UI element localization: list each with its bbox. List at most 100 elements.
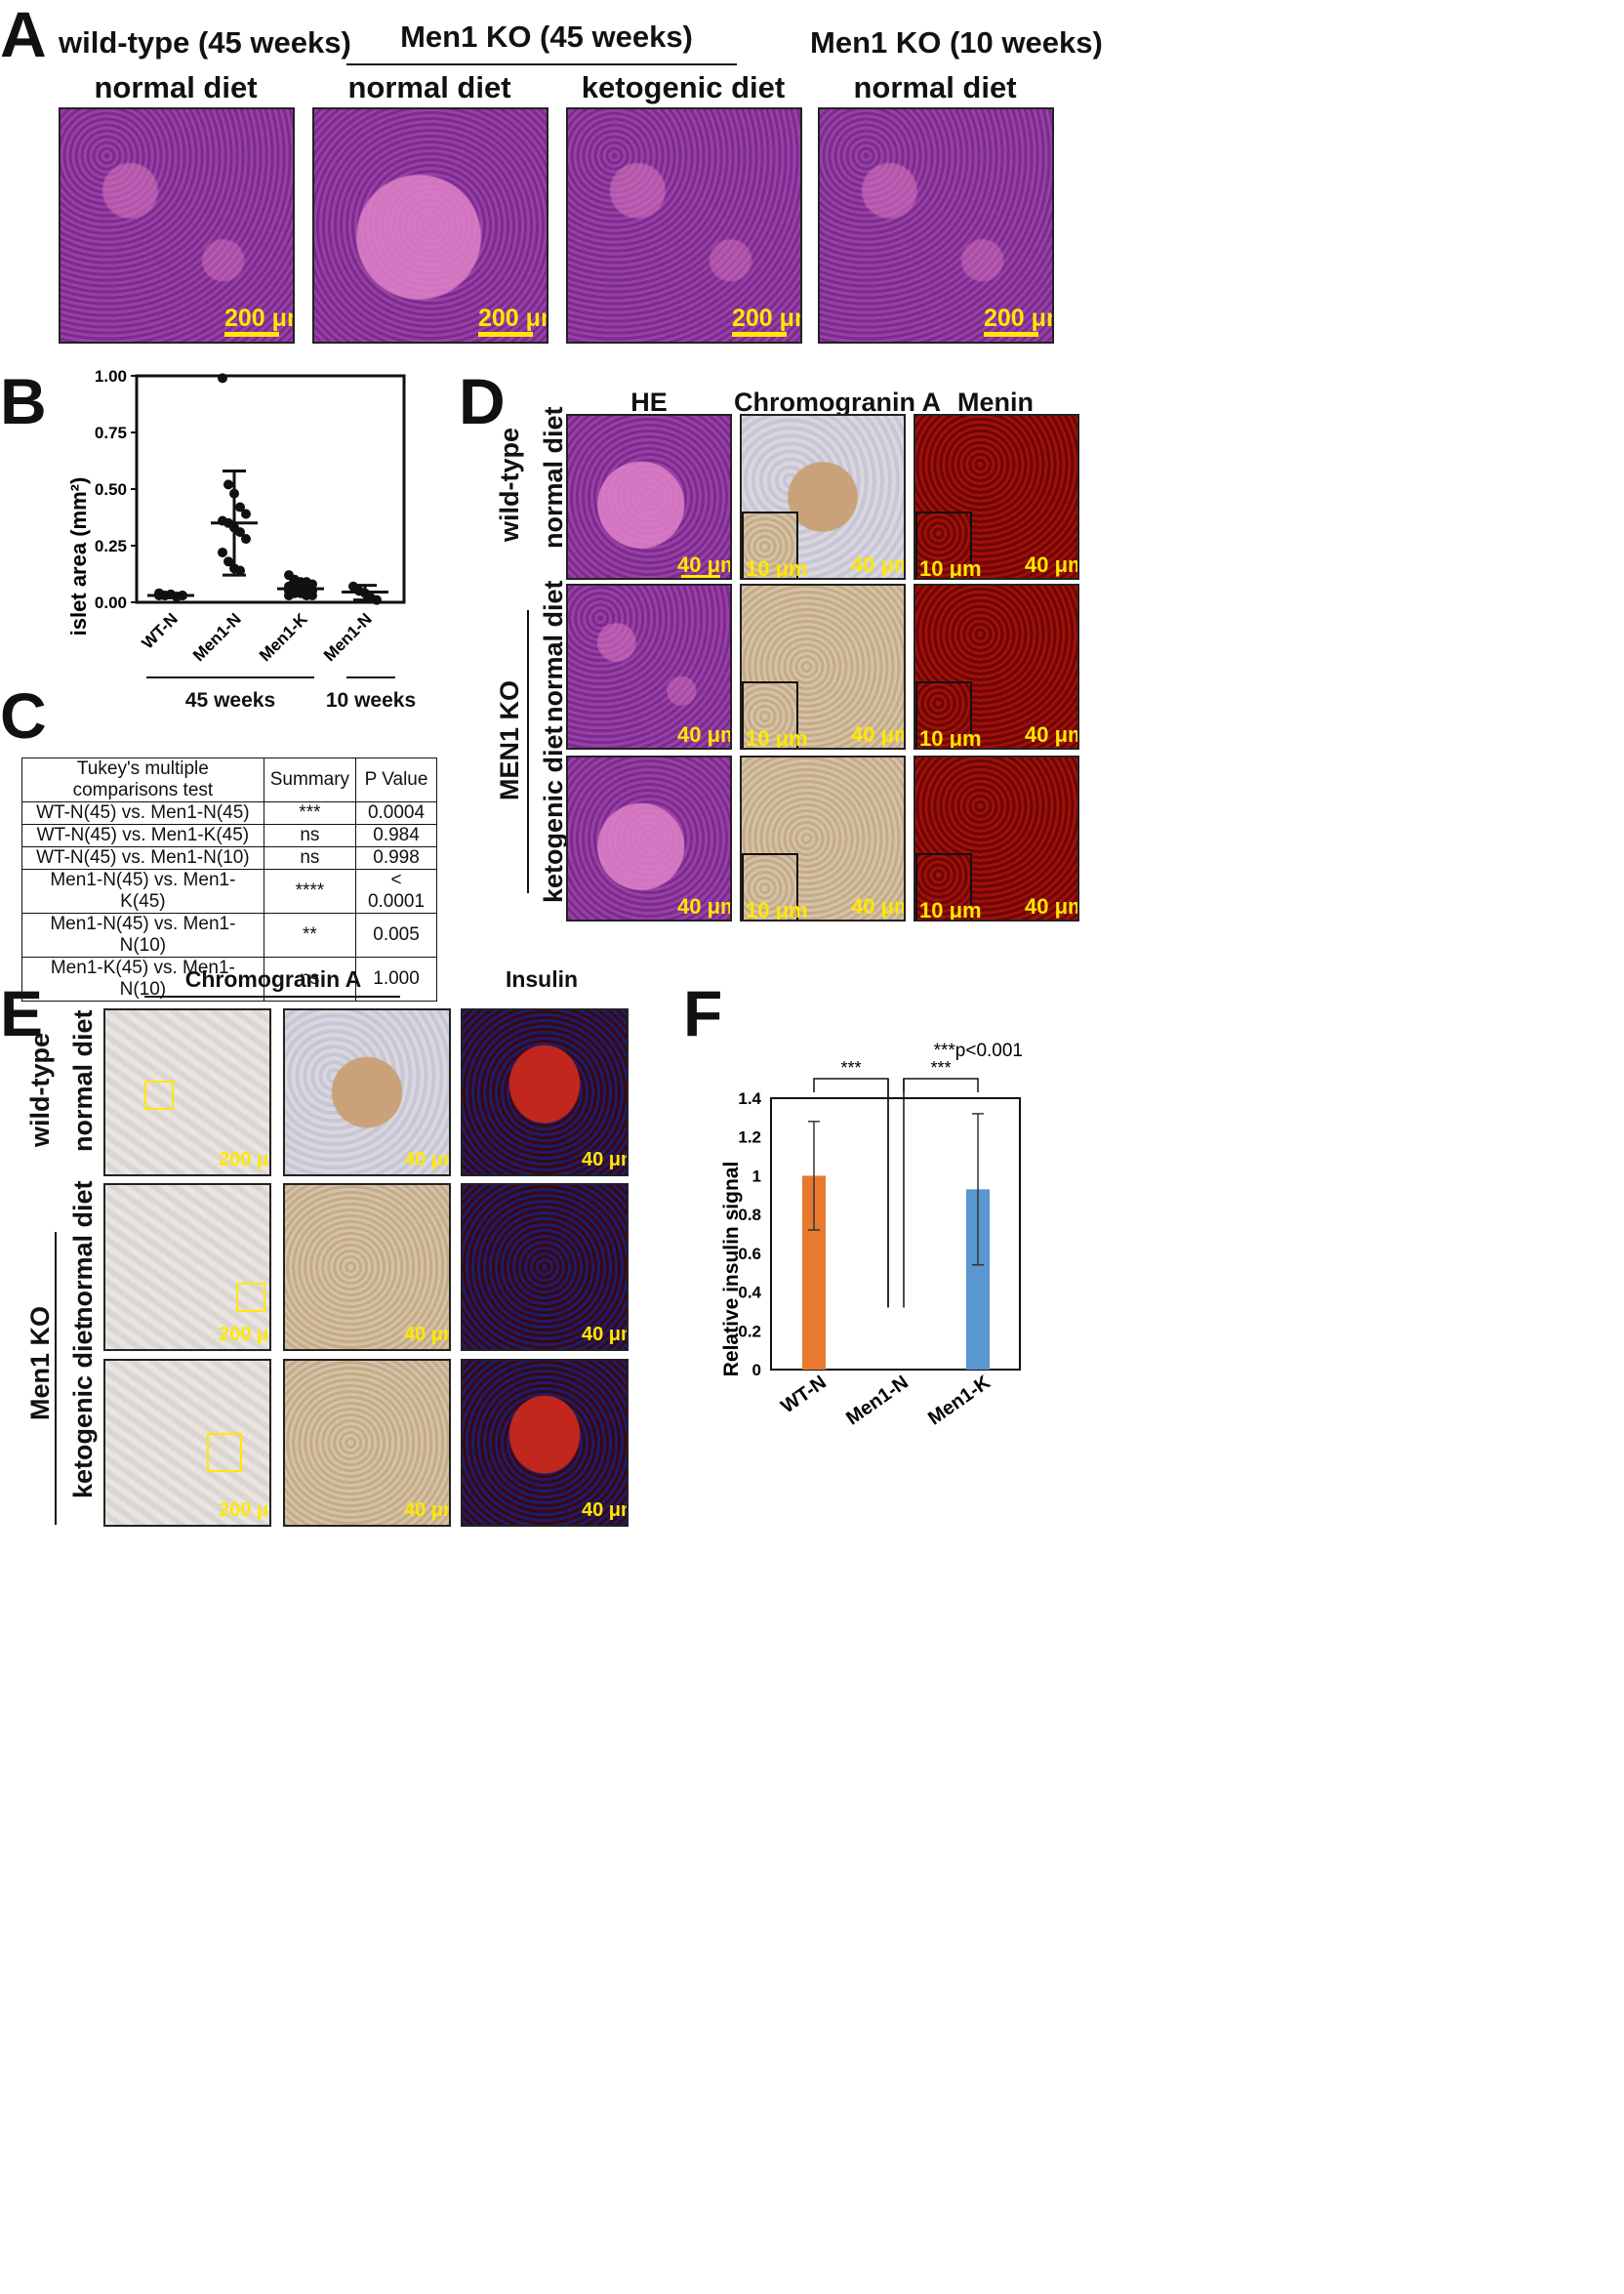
cell: Men1-K(45) vs. Men1-N(10) [21, 957, 264, 1002]
header-men1-ko-45: Men1 KO (45 weeks) [400, 20, 693, 54]
y-tick-label: 0.6 [738, 1245, 761, 1263]
micrograph-d-cga-ko-normal: 10 μm 40 μm [740, 584, 906, 750]
inset-image [915, 853, 972, 920]
scale-bar [681, 575, 720, 578]
column-menin: Menin [957, 388, 1034, 417]
scale-label: 200 μm [219, 1149, 269, 1170]
y-axis-label: Relative insulin signal [720, 1162, 743, 1377]
micrograph-d-he-ko-normal: 40 μm [566, 584, 732, 750]
x-tick-label: Men1-K [256, 609, 311, 665]
y-tick-label: 0.75 [95, 424, 127, 442]
scale-label: 10 μm [919, 726, 982, 750]
micrograph-e-cga-ko-normal: 40 μm [283, 1183, 451, 1351]
ko-group-line [55, 1232, 57, 1525]
y-tick-label: 0 [752, 1361, 761, 1379]
scale-label: 40 μm [677, 722, 730, 747]
micrograph-he-wt: 200 μm [59, 107, 295, 344]
y-tick-label: 1.4 [738, 1089, 761, 1108]
micrograph-e-insulin-wt: 40 μm [461, 1008, 629, 1176]
cell: 1.000 [355, 957, 437, 1002]
column-header: Summary [263, 758, 357, 802]
scale-label: 10 μm [746, 898, 808, 922]
scale-label: 40 μm [582, 1149, 627, 1170]
scale-label: 10 μm [919, 898, 982, 922]
micrograph-d-cga-ko-keto: 10 μm 40 μm [740, 756, 906, 922]
scale-label: 40 μm [1025, 894, 1077, 919]
row-label-wild-type: wild-type [495, 427, 524, 542]
micrograph-e-lowmag-ko-normal: 200 μm [103, 1183, 271, 1351]
column-header: P Value [355, 758, 437, 802]
data-point [372, 594, 382, 605]
significance-bracket [903, 1078, 979, 1092]
diet-label: ketogenic diet [581, 70, 786, 104]
data-point [241, 534, 251, 545]
scale-label: 10 μm [746, 726, 808, 750]
y-tick-label: 1.00 [95, 367, 127, 386]
scale-label: 10 μm [746, 556, 808, 580]
cell: ** [263, 913, 357, 958]
column-chromogranin: Chromogranin A [184, 966, 362, 992]
panel-label-a: A [0, 0, 47, 70]
scale-label: 40 μm [404, 1499, 449, 1521]
data-point [218, 373, 227, 384]
micrograph-d-menin-ko-keto: 10 μm 40 μm [914, 756, 1079, 922]
cell: **** [263, 869, 357, 914]
scale-label: 200 μm [478, 305, 547, 332]
x-tick-label: Men1-N [842, 1372, 913, 1429]
data-point [178, 591, 187, 601]
table-header-row: Tukey's multiple comparisons test Summar… [21, 758, 437, 802]
insulin-bar-chart: Relative insulin signal ***p<0.001 0 0.2 0.… [720, 1041, 1023, 1430]
micrograph-d-he-ko-keto: 40 μm [566, 756, 732, 922]
scale-label: 200 μm [732, 305, 800, 332]
table-row: Men1-N(45) vs. Men1-N(10) ** 0.005 [21, 913, 437, 958]
micrograph-e-cga-wt: 40 μm [283, 1008, 451, 1176]
y-axis-label: islet area (mm²) [66, 477, 91, 636]
row-label-diet: normal diet [68, 1180, 98, 1323]
cell: ns [263, 824, 357, 847]
cell: 0.0004 [355, 801, 437, 825]
cell: ns [263, 846, 357, 870]
micrograph-e-lowmag-wt: 200 μm [103, 1008, 271, 1176]
cell: 0.998 [355, 846, 437, 870]
row-label-diet: normal diet [68, 1009, 98, 1152]
scale-label: 40 μm [851, 722, 904, 747]
row-label-men1-ko: Men1 KO [25, 1305, 55, 1420]
micrograph-he-ko-keto: 200 μm [566, 107, 802, 344]
y-tick-label: 0.50 [95, 480, 127, 499]
header-underline [346, 63, 737, 65]
cell: 0.005 [355, 913, 437, 958]
data-point [223, 479, 233, 490]
column-he: HE [630, 388, 668, 417]
scale-label: 200 μm [219, 1499, 269, 1521]
tukey-table: Tukey's multiple comparisons test Summar… [21, 758, 437, 1002]
micrograph-e-lowmag-ko-keto: 200 μm [103, 1359, 271, 1527]
micrograph-d-cga-wt: 10 μm 40 μm [740, 414, 906, 580]
zoom-box [236, 1283, 265, 1312]
plot-frame [770, 1097, 1021, 1371]
significance-label: *** [840, 1058, 861, 1078]
diet-label: normal diet [347, 70, 511, 104]
scale-label: 10 μm [919, 556, 982, 580]
panel-label-c: C [0, 679, 47, 752]
data-point [235, 527, 245, 538]
group-label-10: 10 weeks [325, 689, 417, 712]
row-label-diet: normal diet [539, 406, 568, 549]
micrograph-he-ko-normal: 200 μm [312, 107, 548, 344]
scale-label: 40 μm [677, 894, 730, 919]
cell: < 0.0001 [355, 869, 437, 914]
inset-image [742, 512, 798, 578]
cell: ns [263, 957, 357, 1002]
scale-label: 40 μm [677, 553, 730, 577]
inset-image [742, 853, 798, 920]
inset-image [915, 512, 972, 578]
micrograph-d-menin-ko-normal: 10 μm 40 μm [914, 584, 1079, 750]
data-point [235, 565, 245, 576]
row-label-wild-type: wild-type [25, 1032, 55, 1147]
cell: 0.984 [355, 824, 437, 847]
scale-bar [224, 332, 279, 337]
panel-label-b: B [0, 365, 47, 437]
y-tick-label: 0.2 [738, 1322, 761, 1340]
panel-label-f: F [683, 977, 723, 1049]
row-label-diet: normal diet [539, 580, 568, 722]
panel-label-e: E [0, 977, 44, 1049]
